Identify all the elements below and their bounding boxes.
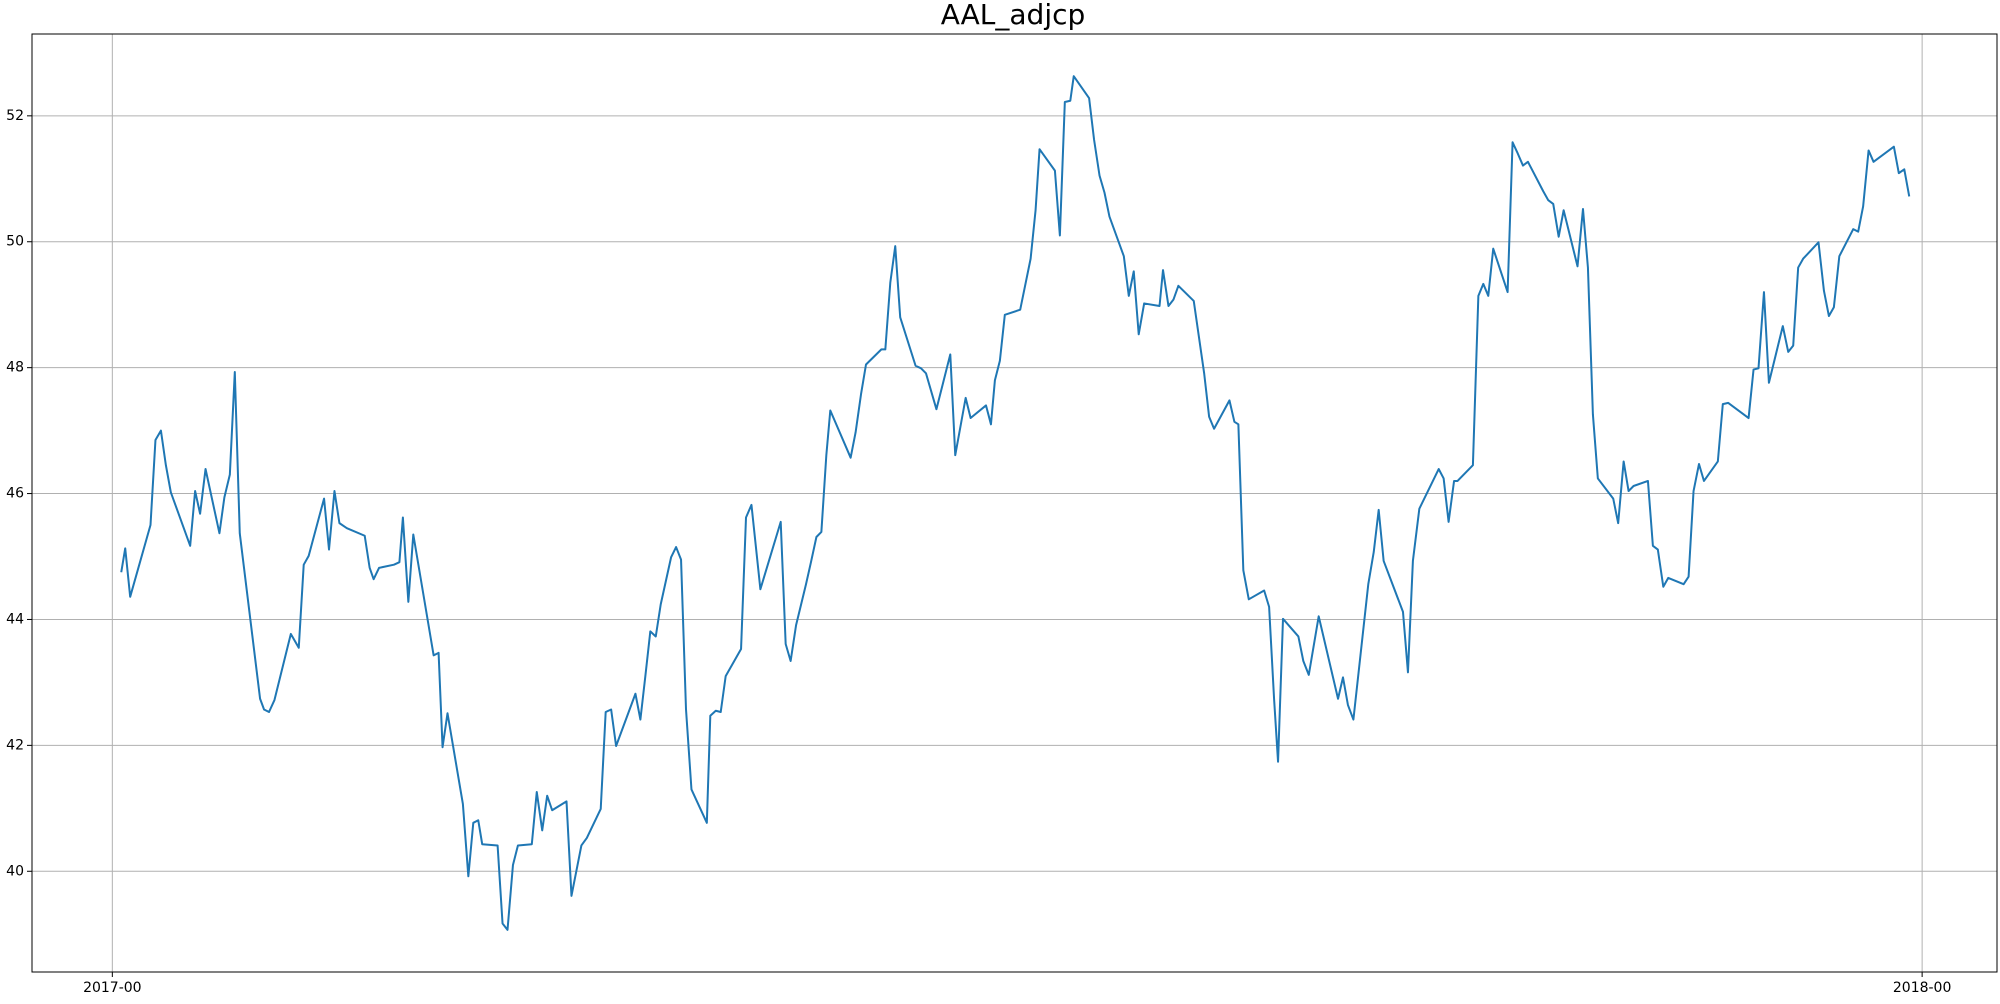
x-tick-label: 2017-00 [83, 980, 142, 996]
y-tick-label: 42 [6, 737, 24, 753]
y-tick-label: 50 [6, 234, 24, 250]
y-tick-label: 40 [6, 863, 24, 879]
data-line [120, 75, 1911, 931]
y-tick-label: 52 [6, 108, 24, 124]
chart-title: AAL_adjcp [941, 0, 1086, 31]
x-tick-label: 2018-00 [1893, 980, 1952, 996]
y-tick-label: 44 [6, 611, 24, 627]
plot-frame [31, 33, 1998, 973]
y-tick-label: 48 [6, 360, 24, 376]
y-tick-label: 46 [6, 486, 24, 502]
